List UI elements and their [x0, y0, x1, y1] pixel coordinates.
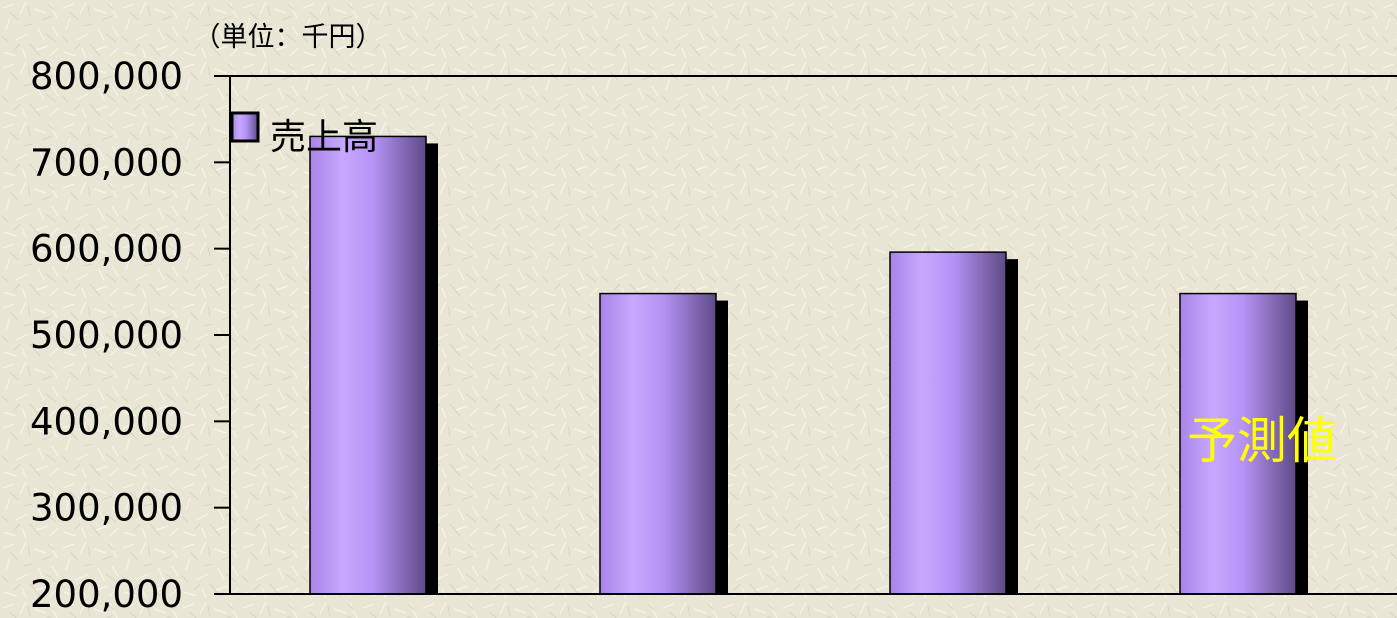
- legend-label: 売上高: [270, 117, 378, 158]
- y-axis-ticks: [214, 75, 230, 595]
- y-tick-label: 500,000: [30, 314, 183, 357]
- forecast-annotation: 予測値: [1187, 412, 1337, 470]
- bar-series: [309, 135, 1308, 595]
- y-tick-label: 800,000: [30, 55, 183, 98]
- y-tick-label: 700,000: [30, 141, 183, 184]
- y-tick-label: 400,000: [30, 400, 183, 443]
- y-tick-label: 300,000: [30, 487, 183, 530]
- bar: [309, 135, 427, 595]
- legend-swatch: [230, 111, 260, 143]
- bar: [889, 251, 1007, 595]
- unit-label: （単位：千円）: [194, 22, 383, 53]
- y-tick-label: 200,000: [30, 573, 183, 616]
- legend: 売上高: [230, 111, 378, 158]
- y-axis-tick-labels: 800,000 700,000 600,000 500,000 400,000 300,0…: [30, 55, 183, 616]
- y-tick-label: 600,000: [30, 228, 183, 271]
- bar: [1179, 292, 1297, 595]
- bar: [599, 292, 717, 595]
